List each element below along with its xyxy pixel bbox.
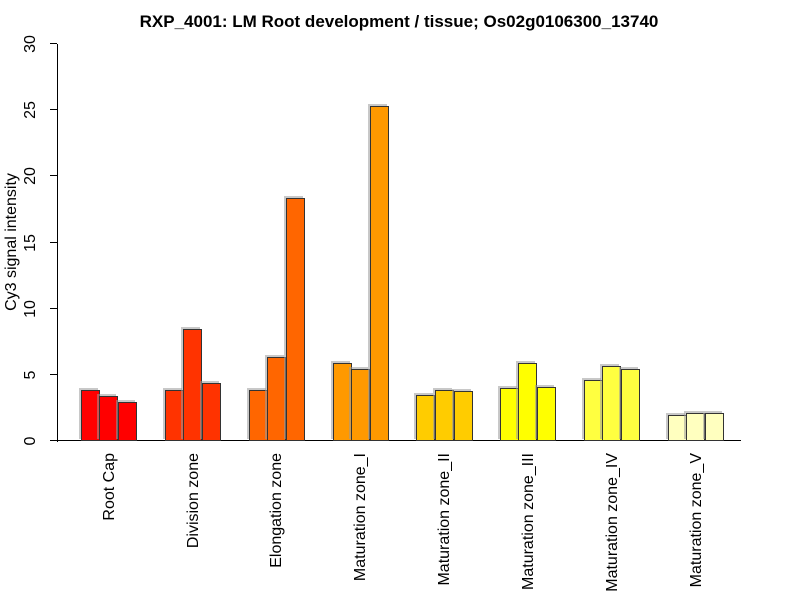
- y-tick-mark: [50, 109, 57, 111]
- bar: [118, 402, 137, 441]
- bar: [584, 380, 603, 441]
- bar: [416, 395, 435, 441]
- y-tick-mark: [50, 373, 57, 375]
- bar: [267, 357, 286, 441]
- x-category-label: Maturation zone_II: [436, 453, 454, 586]
- y-axis-line: [57, 44, 58, 442]
- bar: [686, 413, 705, 441]
- bar: [602, 366, 621, 441]
- y-tick-label: 0: [22, 436, 39, 446]
- bar: [705, 413, 724, 441]
- bar: [165, 390, 184, 441]
- bar: [99, 396, 118, 441]
- bar: [351, 369, 370, 441]
- y-tick-mark: [50, 43, 57, 44]
- bar: [454, 391, 473, 441]
- bar: [81, 390, 100, 441]
- bar: [183, 329, 202, 441]
- y-tick-mark: [50, 440, 57, 441]
- bar: [333, 363, 352, 441]
- y-tick-label: 30: [22, 35, 39, 53]
- bar: [249, 390, 268, 441]
- bar: [537, 387, 556, 441]
- x-category-label: Maturation zone_III: [519, 453, 537, 590]
- bar: [435, 390, 454, 441]
- chart-title: RXP_4001: LM Root development / tissue; …: [139, 12, 659, 31]
- y-tick-label: 15: [22, 233, 39, 252]
- y-tick-label: 25: [22, 101, 39, 120]
- x-category-label: Maturation zone_I: [352, 453, 370, 582]
- bar: [668, 415, 687, 441]
- y-tick-label: 20: [22, 167, 39, 186]
- bar: [370, 106, 389, 441]
- y-tick-mark: [50, 175, 57, 177]
- x-axis-line: [57, 440, 741, 441]
- bar: [500, 388, 519, 441]
- y-tick-mark: [50, 241, 57, 243]
- bar: [518, 363, 537, 441]
- bar: [621, 369, 640, 441]
- x-category-label: Root Cap: [100, 453, 118, 521]
- y-axis-title: Cy3 signal intensity: [3, 173, 20, 311]
- bar: [286, 198, 305, 441]
- y-tick-label: 5: [22, 370, 39, 380]
- x-category-label: Elongation zone: [268, 453, 286, 568]
- x-category-label: Division zone: [184, 453, 202, 549]
- y-tick-mark: [50, 307, 57, 309]
- y-tick-label: 10: [22, 299, 39, 318]
- x-category-label: Maturation zone_V: [687, 453, 705, 588]
- bar: [202, 383, 221, 441]
- x-category-label: Maturation zone_IV: [603, 453, 621, 592]
